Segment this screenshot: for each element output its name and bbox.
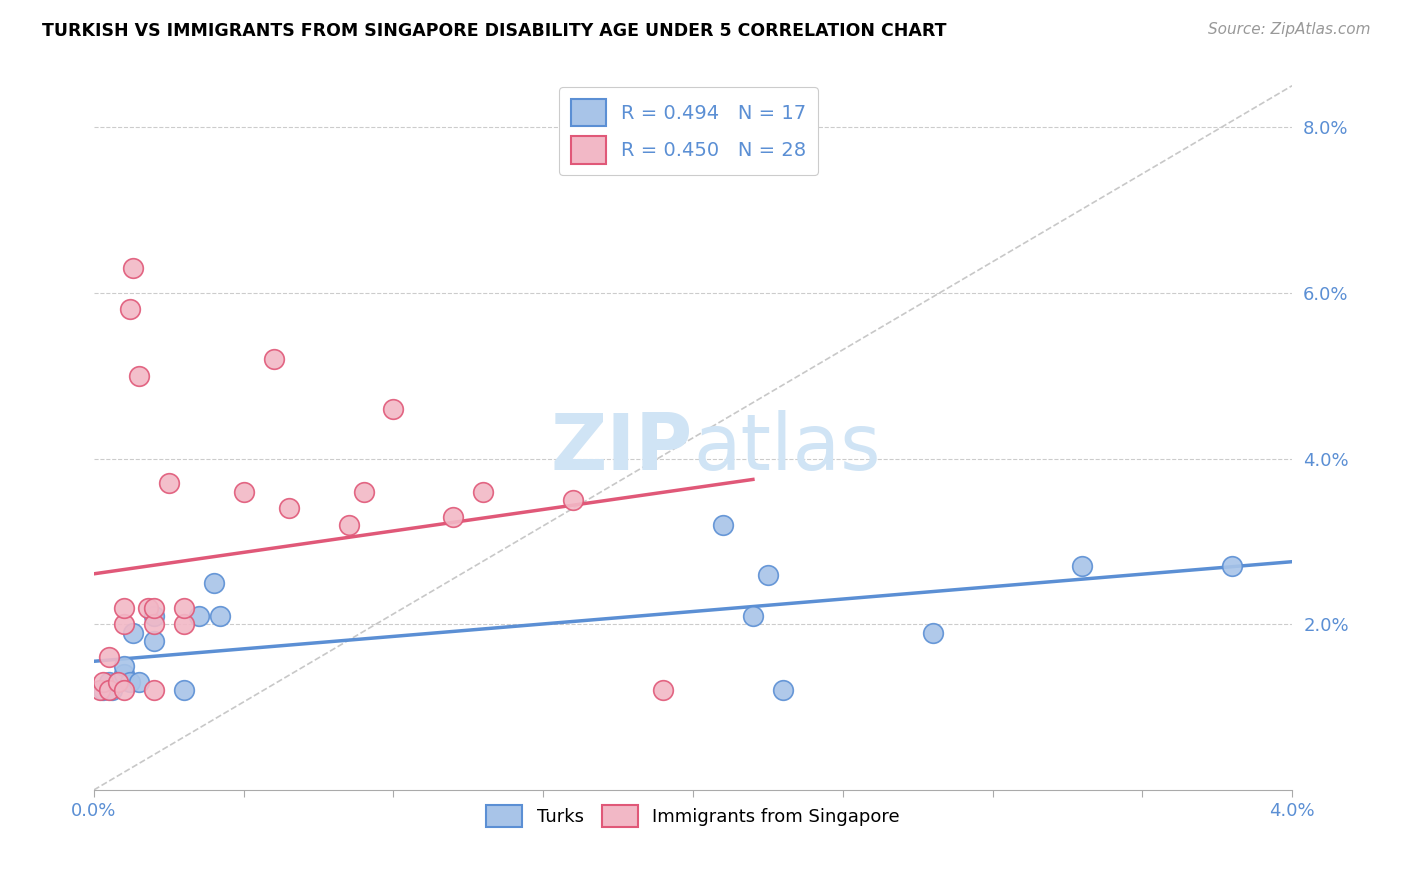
Point: [1220, 559, 1243, 574]
Point: [107, 675, 129, 690]
Text: ZIP: ZIP: [551, 410, 693, 486]
Point: [136, 600, 159, 615]
Point: [118, 675, 141, 690]
Point: [711, 517, 734, 532]
Point: [1071, 559, 1094, 574]
Point: [112, 600, 135, 615]
Text: atlas: atlas: [693, 410, 880, 486]
Point: [921, 625, 943, 640]
Point: [128, 368, 150, 383]
Text: TURKISH VS IMMIGRANTS FROM SINGAPORE DISABILITY AGE UNDER 5 CORRELATION CHART: TURKISH VS IMMIGRANTS FROM SINGAPORE DIS…: [42, 22, 946, 40]
Point: [208, 609, 231, 624]
Point: [232, 484, 254, 499]
Point: [173, 600, 195, 615]
Point: [277, 501, 299, 516]
Point: [142, 617, 165, 632]
Legend: Turks, Immigrants from Singapore: Turks, Immigrants from Singapore: [479, 797, 907, 834]
Point: [128, 675, 150, 690]
Point: [142, 600, 165, 615]
Point: [157, 476, 180, 491]
Point: [441, 509, 464, 524]
Point: [142, 609, 165, 624]
Point: [97, 683, 120, 698]
Point: [742, 609, 765, 624]
Point: [772, 683, 794, 698]
Point: [101, 683, 124, 698]
Point: [118, 302, 141, 317]
Point: [382, 401, 405, 416]
Point: [562, 492, 585, 507]
Point: [97, 675, 120, 690]
Point: [652, 683, 675, 698]
Point: [173, 617, 195, 632]
Point: [202, 575, 225, 590]
Point: [91, 675, 114, 690]
Point: [263, 352, 285, 367]
Point: [353, 484, 375, 499]
Point: [173, 683, 195, 698]
Point: [142, 633, 165, 648]
Point: [97, 650, 120, 665]
Point: [122, 625, 145, 640]
Text: Source: ZipAtlas.com: Source: ZipAtlas.com: [1208, 22, 1371, 37]
Point: [112, 658, 135, 673]
Point: [89, 683, 111, 698]
Point: [142, 683, 165, 698]
Point: [472, 484, 495, 499]
Point: [107, 675, 129, 690]
Point: [337, 517, 360, 532]
Point: [91, 683, 114, 698]
Point: [756, 567, 779, 582]
Point: [112, 667, 135, 681]
Point: [187, 609, 209, 624]
Point: [122, 260, 145, 275]
Point: [112, 617, 135, 632]
Point: [112, 683, 135, 698]
